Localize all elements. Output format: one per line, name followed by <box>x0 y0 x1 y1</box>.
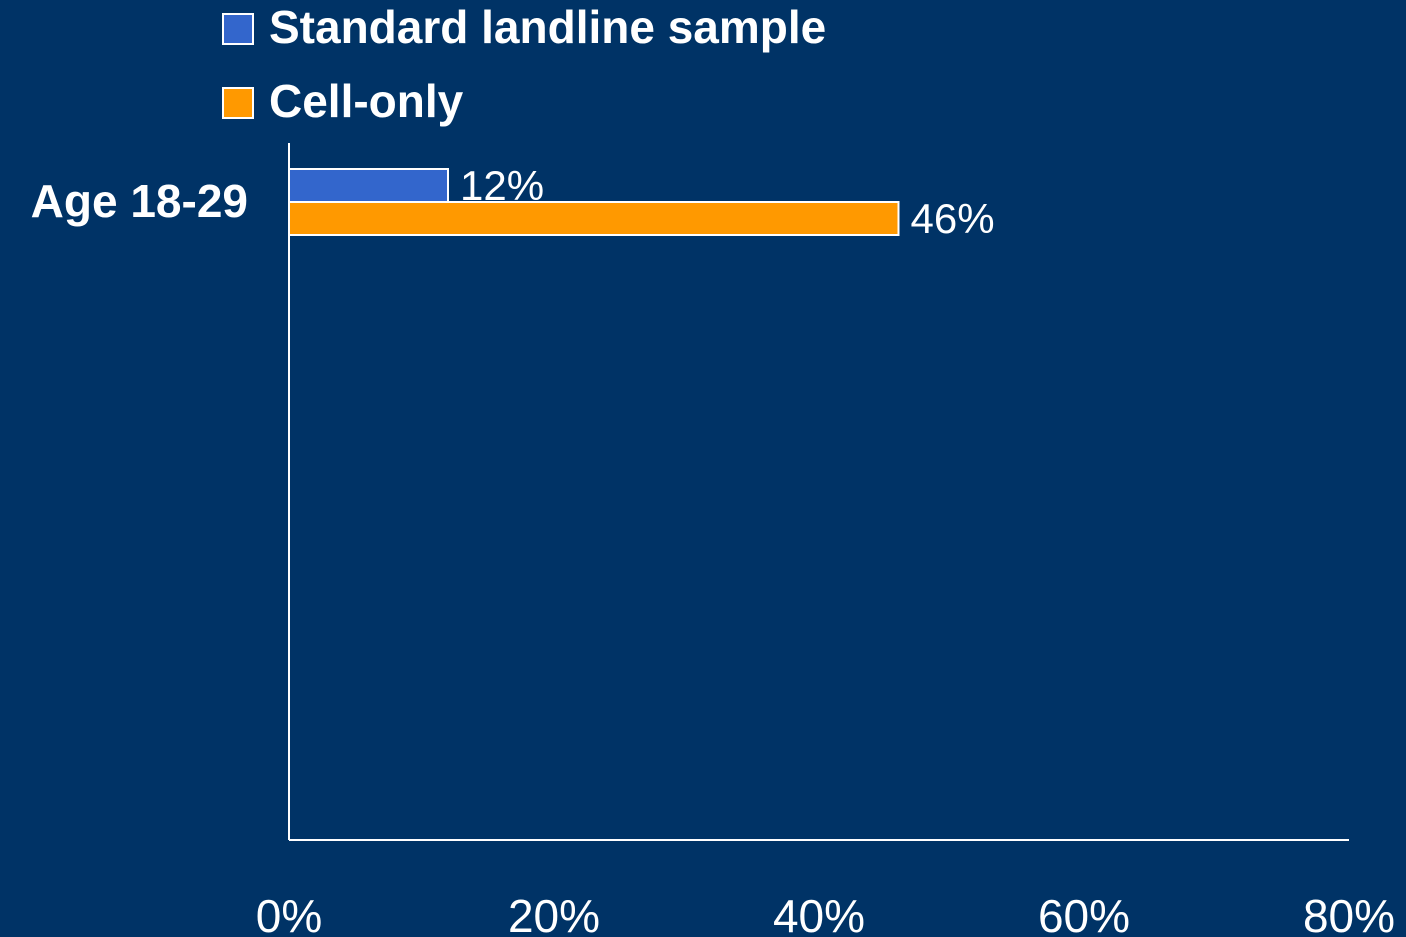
x-tick-label-1: 0% <box>256 890 322 937</box>
legend-swatch-2 <box>222 87 254 119</box>
legend-swatch-1 <box>222 13 254 45</box>
x-tick-label-4: 60% <box>1038 890 1130 937</box>
category-label-1: Age 18-29 <box>31 175 248 227</box>
x-tick-label-5: 80% <box>1303 890 1395 937</box>
legend-label-1: Standard landline sample <box>269 1 826 53</box>
data-label-2-1: 46% <box>911 195 995 242</box>
bar-2-1 <box>288 201 900 236</box>
x-tick-label-2: 20% <box>508 890 600 937</box>
legend-label-2: Cell-only <box>269 75 464 127</box>
x-tick-label-3: 40% <box>773 890 865 937</box>
bar-1-1 <box>288 168 449 203</box>
